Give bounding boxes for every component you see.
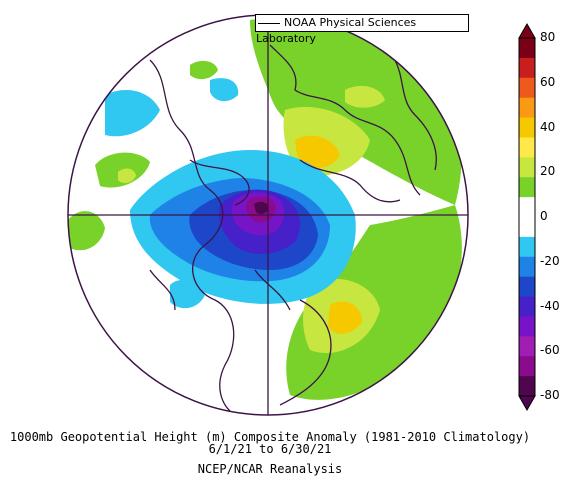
colorbar-segment [519,376,535,397]
colorbar-segment [519,316,535,337]
colorbar-tick-label: 20 [540,164,556,179]
colorbar-segment [519,336,535,357]
colorbar-segment [519,137,535,158]
colorbar-segment [519,77,535,99]
colorbar-segment [519,177,535,198]
colorbar-segment [519,57,535,79]
colorbar-segment [519,217,535,238]
colorbar-tick-label: 0 [540,209,548,223]
colorbar-bottom-arrow [518,395,536,412]
caption-source: NCEP/NCAR Reanalysis [197,462,343,476]
colorbar-tick-label: -80 [540,388,560,402]
credit-box: NOAA Physical Sciences Laboratory [255,14,469,45]
colorbar-segment [519,97,535,118]
colorbar-tick-label: -40 [540,298,560,313]
anomaly-field [68,15,468,415]
colorbar-segment [519,117,535,138]
caption-title: 1000mb Geopotential Height (m) Composite… [9,430,531,444]
caption-dates: 6/1/21 to 6/30/21 [208,442,332,456]
credit-line-swatch [258,22,280,24]
colorbar-tick-label: 40 [540,119,556,134]
colorbar-tick-label: 60 [540,74,556,89]
credit-text: NOAA Physical Sciences Laboratory [256,16,417,45]
colorbar-top-arrow [518,22,536,39]
colorbar-segment [519,256,535,278]
coastlines [149,44,437,415]
colorbar-segment [519,296,535,317]
colorbar-segment [519,197,535,218]
colorbar-segment [519,356,535,377]
colorbar [518,22,536,412]
colorbar-tick-label: -60 [540,343,560,358]
colorbar-segment [519,157,535,178]
colorbar-segment [519,276,535,297]
colorbar-tick-label: 80 [540,30,556,44]
colorbar-segment [519,236,535,258]
colorbar-segment [519,38,535,59]
colorbar-tick-label: -20 [540,253,560,268]
